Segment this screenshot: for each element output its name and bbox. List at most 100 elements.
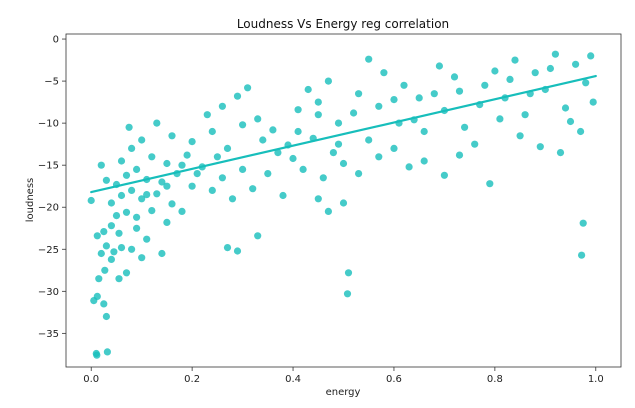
y-tick-label: −10 — [38, 119, 59, 130]
data-point — [259, 136, 267, 144]
data-point — [572, 60, 580, 68]
data-point — [491, 67, 499, 75]
data-point — [158, 178, 166, 186]
data-point — [546, 64, 555, 73]
x-tick-label: 0.4 — [285, 374, 301, 385]
data-point — [566, 117, 575, 126]
data-point — [430, 90, 438, 98]
data-point — [344, 269, 353, 277]
data-point — [107, 255, 115, 263]
x-axis-label: energy — [326, 387, 361, 398]
data-point — [228, 195, 237, 203]
data-point — [223, 144, 232, 152]
data-point — [93, 292, 101, 300]
data-point — [148, 153, 156, 161]
data-point — [208, 186, 216, 194]
data-point — [107, 199, 115, 207]
data-point — [380, 69, 388, 77]
data-point — [294, 106, 302, 114]
data-point — [343, 290, 352, 298]
data-point — [587, 52, 595, 60]
data-point — [110, 248, 118, 256]
data-point — [122, 208, 131, 216]
data-point — [390, 96, 398, 104]
data-point — [188, 182, 196, 190]
data-point — [102, 176, 110, 184]
data-point — [95, 275, 103, 283]
data-point — [511, 56, 519, 64]
data-point — [582, 79, 590, 87]
data-point — [115, 275, 123, 283]
data-point — [561, 104, 570, 112]
y-tick-label: −20 — [38, 203, 59, 214]
data-point — [536, 143, 544, 151]
x-tick-label: 0.8 — [487, 374, 503, 385]
data-point — [188, 138, 196, 146]
data-point — [117, 244, 126, 252]
data-point — [577, 127, 585, 136]
data-point — [138, 195, 146, 203]
data-point — [128, 186, 136, 194]
data-point — [289, 154, 297, 163]
data-point — [107, 222, 115, 230]
data-point — [375, 102, 383, 110]
data-point — [400, 81, 408, 89]
data-point — [115, 229, 123, 237]
data-point — [420, 127, 428, 136]
data-point — [112, 212, 121, 220]
data-point — [153, 190, 161, 198]
data-point — [314, 98, 322, 106]
x-tick-label: 0.6 — [386, 374, 402, 385]
data-point — [420, 157, 428, 165]
points-layer — [87, 50, 597, 359]
data-point — [208, 127, 216, 136]
data-point — [551, 50, 560, 58]
data-point — [461, 123, 469, 131]
data-point — [471, 140, 479, 148]
data-point — [365, 136, 373, 144]
data-point — [319, 174, 327, 182]
data-point — [455, 87, 464, 95]
data-point — [128, 245, 136, 253]
data-point — [579, 219, 587, 227]
data-point — [269, 126, 277, 134]
data-point — [117, 191, 126, 200]
data-point — [481, 81, 489, 89]
data-point — [304, 85, 312, 94]
y-tick-label: −15 — [38, 161, 59, 172]
data-point — [254, 232, 262, 240]
data-point — [405, 163, 413, 171]
data-point — [218, 102, 226, 110]
data-point — [100, 228, 108, 236]
data-point — [339, 159, 348, 168]
data-point — [117, 157, 126, 165]
data-point — [233, 92, 242, 100]
data-point — [163, 218, 171, 226]
data-point — [122, 171, 131, 179]
data-point — [294, 127, 302, 136]
x-tick-label: 0.0 — [83, 374, 99, 385]
data-point — [264, 170, 272, 178]
data-point — [390, 144, 398, 152]
data-point — [506, 75, 514, 83]
data-point — [329, 149, 337, 157]
data-point — [339, 199, 348, 207]
data-point — [102, 312, 110, 321]
data-point — [239, 165, 247, 173]
data-point — [435, 62, 443, 70]
data-point — [143, 191, 151, 199]
data-point — [218, 174, 226, 182]
data-point — [213, 153, 221, 161]
data-point — [133, 165, 141, 173]
data-point — [138, 136, 146, 144]
plot-frame — [65, 33, 622, 368]
data-point — [440, 171, 448, 179]
data-point — [158, 249, 166, 258]
data-point — [128, 144, 136, 152]
data-point — [249, 185, 257, 193]
data-point — [87, 196, 95, 205]
data-point — [274, 149, 282, 157]
data-point — [415, 94, 423, 102]
data-point — [93, 232, 101, 240]
